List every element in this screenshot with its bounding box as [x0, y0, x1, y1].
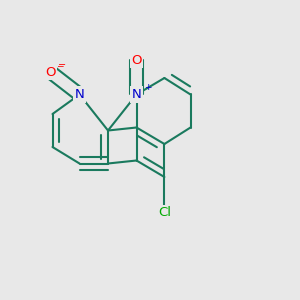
Text: −: −: [58, 60, 66, 70]
Text: −: −: [56, 61, 63, 70]
Text: N: N: [132, 88, 141, 101]
Text: +: +: [144, 83, 152, 92]
Text: O: O: [131, 53, 142, 67]
Text: N: N: [75, 88, 84, 101]
Text: O: O: [45, 65, 56, 79]
Text: Cl: Cl: [158, 206, 171, 220]
